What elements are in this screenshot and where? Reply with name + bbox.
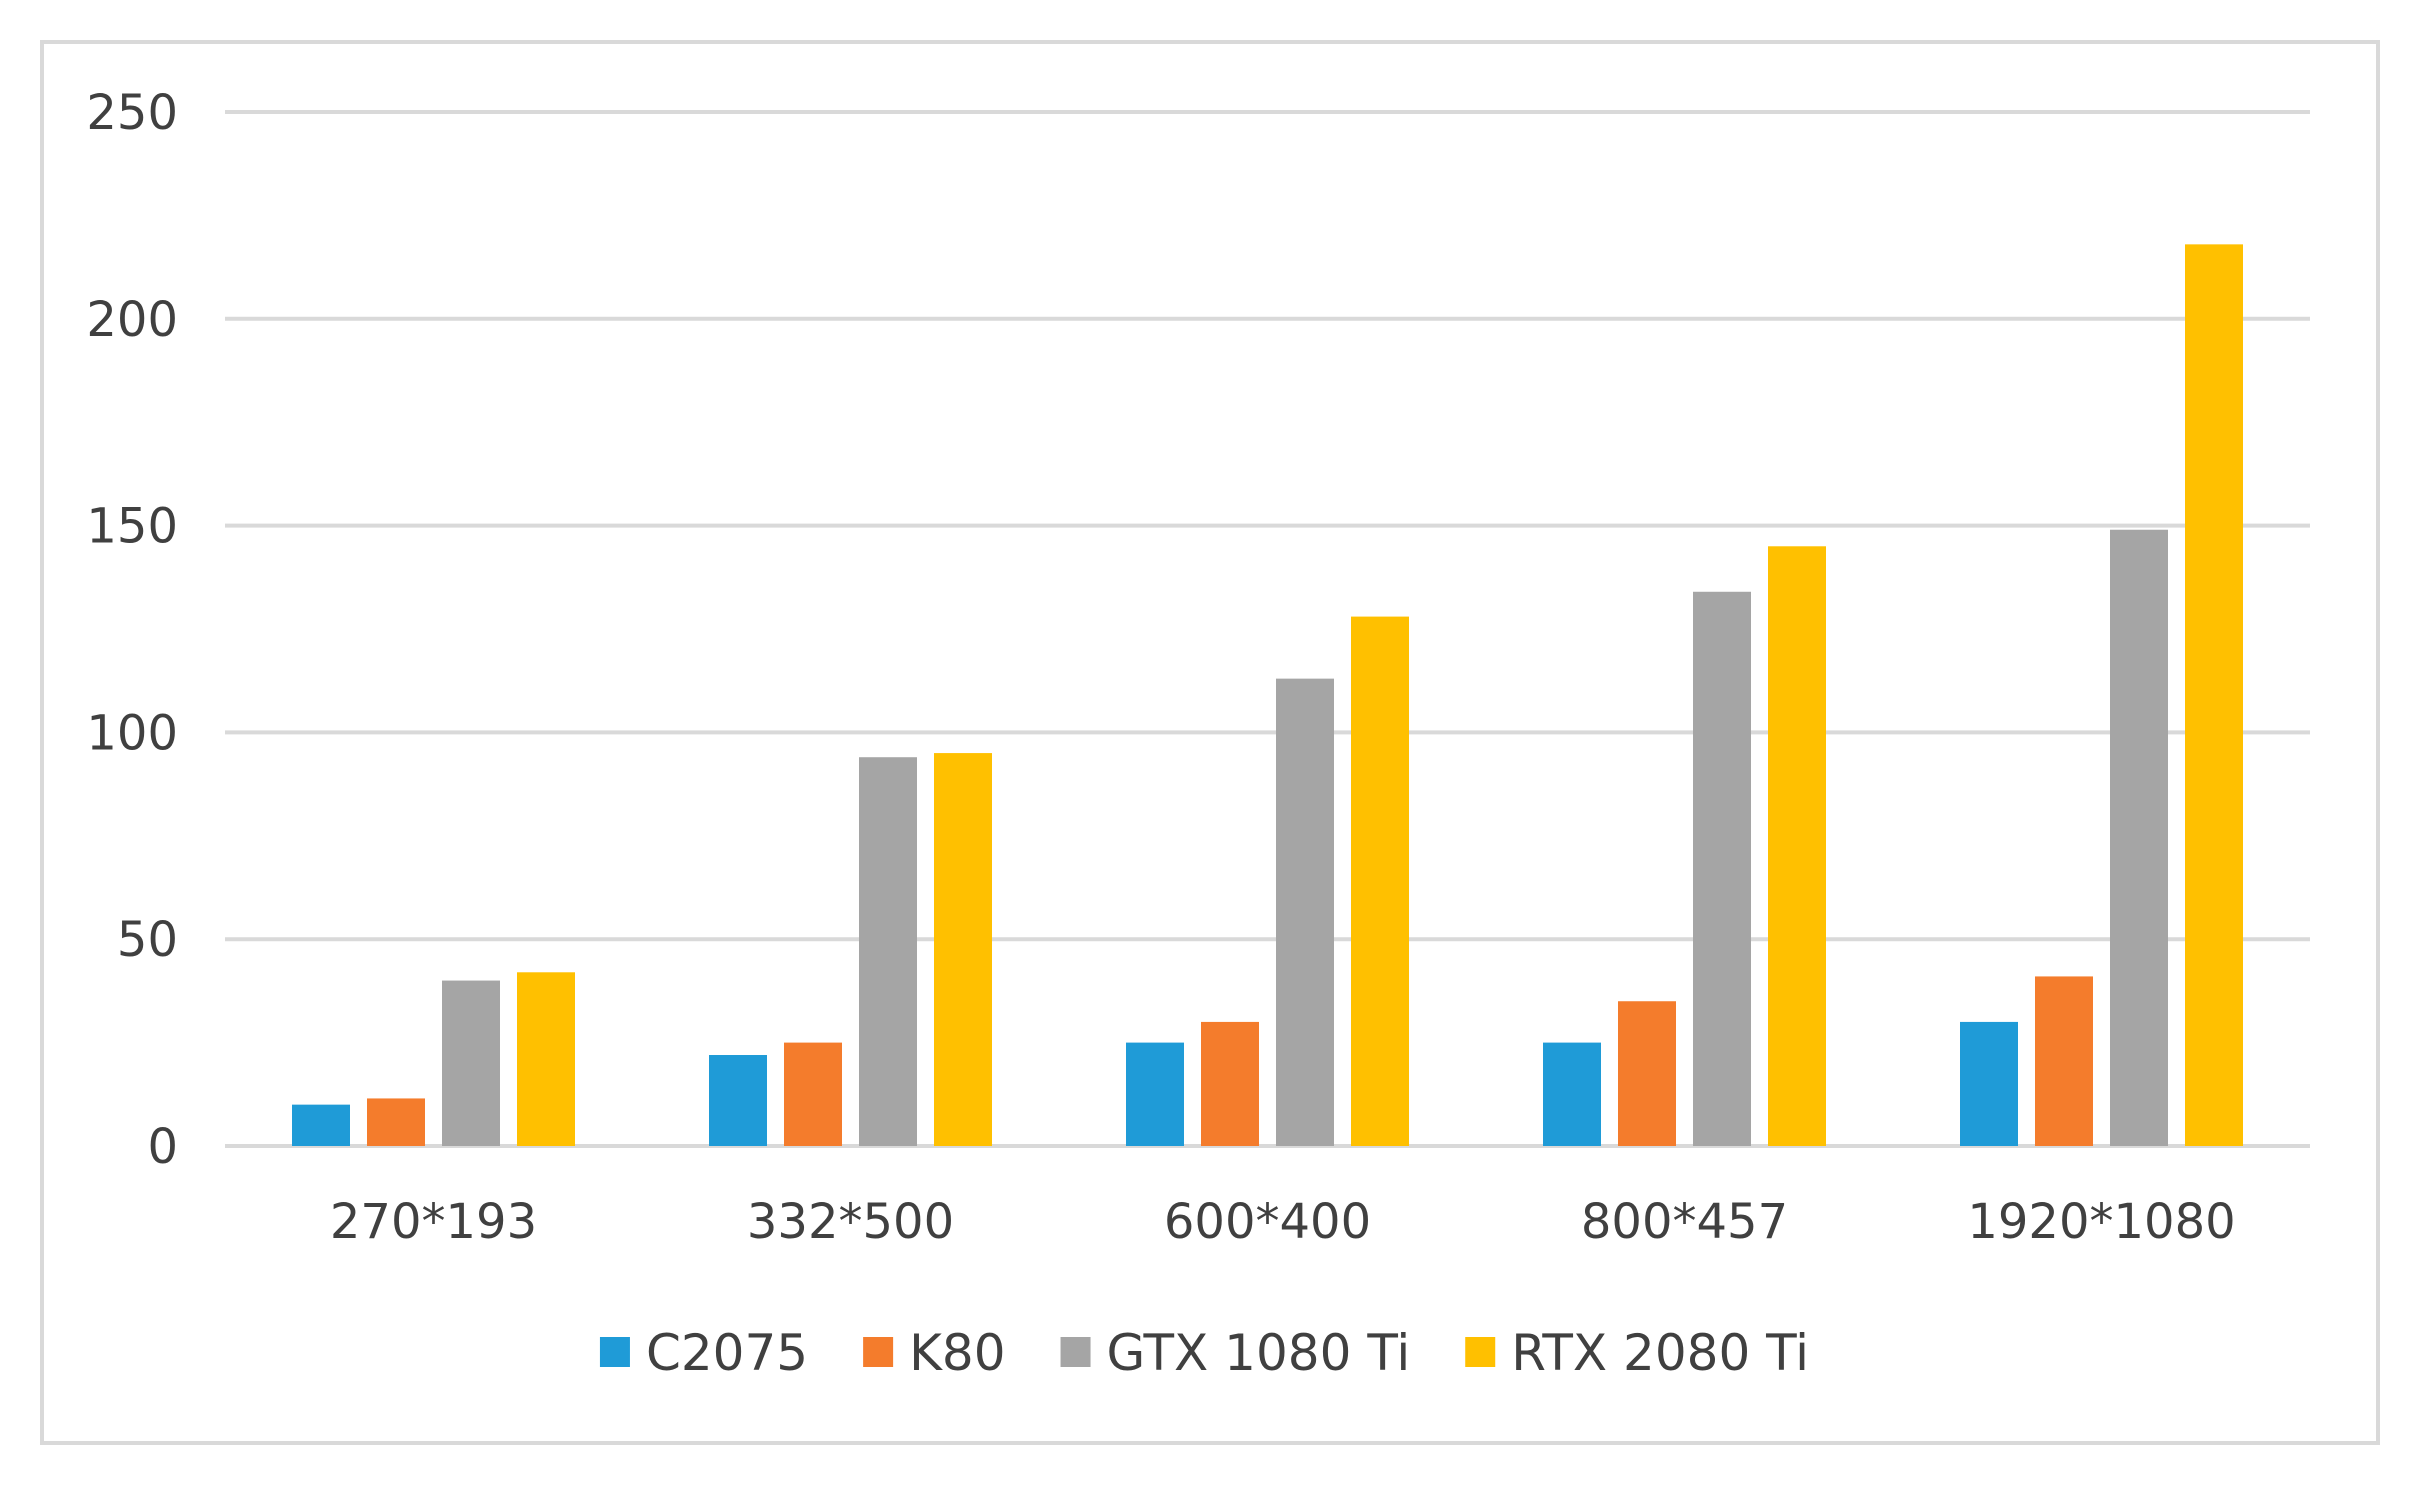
x-tick-label: 600*400 [1164, 1194, 1371, 1250]
y-tick-label: 150 [86, 499, 178, 555]
y-axis-tick-labels: 0 50 100 150 200 250 [86, 85, 178, 1175]
bar-k80-600x400 [1201, 1021, 1259, 1146]
bar-rtx-2080-ti-270x193 [517, 972, 575, 1146]
legend-label: K80 [909, 1324, 1005, 1382]
legend: C2075 K80 GTX 1080 Ti RTX 2080 Ti [599, 1324, 1809, 1382]
bar-c2075-270x193 [292, 1104, 350, 1146]
y-tick-label: 250 [86, 85, 178, 141]
bar-k80-270x193 [367, 1098, 425, 1146]
bar-gtx-1080-ti-800x457 [1693, 591, 1751, 1146]
bar-k80-800x457 [1618, 1001, 1676, 1146]
x-tick-label: 1920*1080 [1967, 1194, 2235, 1250]
legend-swatch-k80 [863, 1337, 894, 1367]
bar-gtx-1080-ti-270x193 [442, 980, 500, 1146]
bar-c2075-600x400 [1126, 1042, 1184, 1146]
legend-swatch-gtx-1080-ti [1060, 1337, 1091, 1367]
legend-label: RTX 2080 Ti [1511, 1324, 1809, 1382]
bar-c2075-800x457 [1543, 1042, 1601, 1146]
legend-label: C2075 [646, 1324, 808, 1382]
bar-rtx-2080-ti-1920x1080 [2185, 244, 2243, 1147]
chart-frame [40, 40, 2380, 1445]
bars [292, 244, 2243, 1147]
x-tick-label: 332*500 [747, 1194, 954, 1250]
x-tick-label: 270*193 [330, 1194, 537, 1250]
y-tick-label: 0 [147, 1119, 178, 1175]
x-axis-tick-labels: 270*193 332*500 600*400 800*457 1920*1080 [330, 1194, 2236, 1250]
bar-c2075-332x500 [709, 1055, 767, 1146]
x-tick-label: 800*457 [1581, 1194, 1788, 1250]
y-tick-label: 100 [86, 705, 178, 761]
bar-k80-332x500 [784, 1042, 842, 1146]
bar-k80-1920x1080 [2035, 976, 2093, 1146]
bar-c2075-1920x1080 [1960, 1021, 2018, 1146]
bar-gtx-1080-ti-332x500 [859, 757, 917, 1146]
legend-swatch-rtx-2080-ti [1465, 1337, 1496, 1367]
y-tick-label: 200 [86, 292, 178, 348]
legend-swatch-c2075 [599, 1337, 630, 1367]
bar-gtx-1080-ti-1920x1080 [2110, 529, 2168, 1146]
y-tick-label: 50 [117, 912, 178, 968]
legend-label: GTX 1080 Ti [1107, 1324, 1411, 1382]
bar-rtx-2080-ti-600x400 [1351, 616, 1409, 1146]
bar-gtx-1080-ti-600x400 [1276, 678, 1334, 1146]
bar-rtx-2080-ti-800x457 [1768, 546, 1826, 1146]
bar-rtx-2080-ti-332x500 [934, 753, 992, 1146]
